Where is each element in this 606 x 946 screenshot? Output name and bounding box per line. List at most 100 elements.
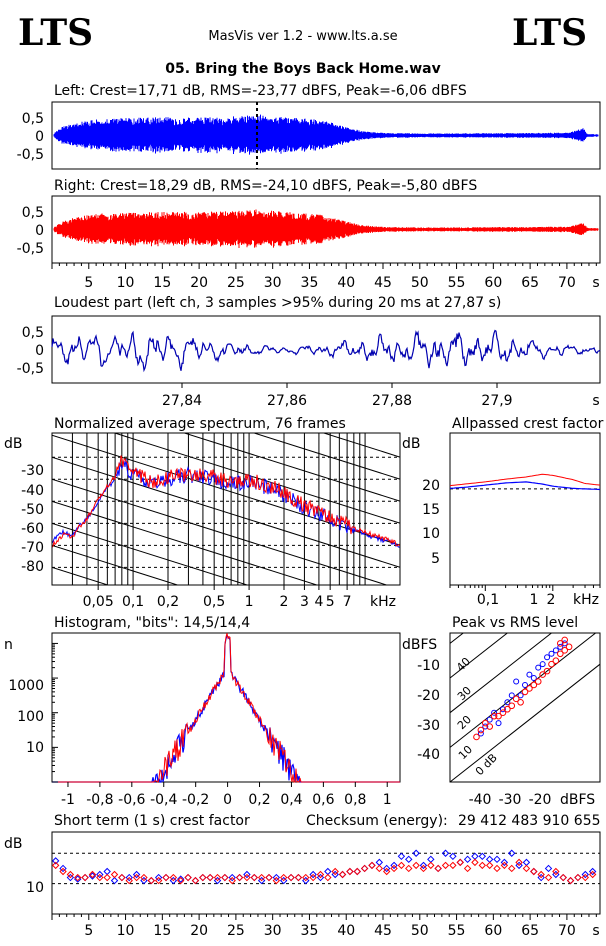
pr-ytick-0: -10 <box>417 658 440 674</box>
short-term-crest-panel: Short term (1 s) crest factor Checksum (… <box>4 813 601 939</box>
st-left-point <box>581 870 589 879</box>
st-left-point <box>485 855 494 864</box>
pr-xtick-2: -20 <box>529 792 552 808</box>
hist-xtick-label: 0,8 <box>344 792 366 808</box>
short-term-frame <box>51 831 601 915</box>
hist-ytick-2: 10 <box>26 740 44 756</box>
pr-right-point <box>561 636 569 644</box>
time-label: 20 <box>190 923 208 939</box>
spec-xtick-label: 2 <box>280 594 289 610</box>
pr-left-point <box>477 730 484 737</box>
st-right-point <box>221 873 229 882</box>
allpassed-xticks <box>449 585 601 591</box>
st-right-point <box>96 873 104 882</box>
st-left-point <box>302 876 310 885</box>
hist-xtick-label: -1 <box>61 792 75 808</box>
loudest-part-title: Loudest part (left ch, 3 samples >95% du… <box>54 295 501 311</box>
peak-rms-points <box>473 636 573 741</box>
left-waveform-frame <box>51 101 601 170</box>
spec-xtick-label: 0,1 <box>122 594 144 610</box>
pr-right-point <box>548 660 555 668</box>
time-label: 70 <box>558 275 576 291</box>
st-right-point <box>88 870 97 879</box>
histogram-panel: Histogram, "bits": 14,5/14,4 n 1000 100 … <box>4 615 401 808</box>
time-label: 50 <box>411 923 429 939</box>
hist-xtick-label: -0,6 <box>118 792 145 808</box>
time-label: 50 <box>411 275 429 291</box>
left-ytick-2: -0,5 <box>17 147 44 163</box>
st-left-point <box>309 870 317 879</box>
time-label: 65 <box>521 275 539 291</box>
st-left-point <box>508 849 516 857</box>
st-right-point <box>456 858 464 867</box>
loud-xtick-3: 27,9 <box>481 393 512 409</box>
pr-right-point <box>526 685 533 692</box>
st-left-point <box>471 852 479 861</box>
spec-ytick-1: -40 <box>21 483 44 499</box>
st-left-point <box>522 858 531 867</box>
spectrum-slope-line <box>322 433 400 458</box>
peak-rms-xticks: -40 -30 -20 dBFS <box>469 792 596 808</box>
hist-xtick-label: -0,4 <box>150 792 177 808</box>
histogram-title: Histogram, "bits": 14,5/14,4 <box>54 615 250 631</box>
pr-left-point <box>548 650 555 657</box>
loud-xtick-1: 27,86 <box>267 393 307 409</box>
pr-diag-label-30: 30 <box>455 684 474 703</box>
st-right-point <box>162 873 170 882</box>
st-left-point <box>184 873 192 882</box>
time-label: 35 <box>301 923 319 939</box>
pr-left-point <box>530 675 537 682</box>
st-right-point <box>412 861 420 870</box>
st-left-point <box>412 849 420 857</box>
st-right-point <box>360 864 369 873</box>
right-waveform-frame <box>51 195 601 264</box>
pr-left-point <box>544 654 551 661</box>
left-waveform-trace <box>53 114 599 155</box>
ap-xtick-1: 1 <box>530 592 539 608</box>
pr-right-point <box>504 705 511 713</box>
file-title: 05. Bring the Boys Back Home.wav <box>165 61 440 77</box>
time-label: s <box>592 275 599 291</box>
left-waveform-title: Left: Crest=17,71 dB, RMS=-23,77 dBFS, P… <box>54 83 467 99</box>
st-right-point <box>493 864 501 873</box>
st-right-point <box>51 861 60 870</box>
st-left-point <box>235 873 244 882</box>
st-right-point <box>552 867 560 876</box>
st-left-point <box>500 858 509 867</box>
time-label: 65 <box>521 923 539 939</box>
st-left-point <box>456 858 464 867</box>
st-right-point <box>147 876 156 885</box>
pr-right-point <box>508 702 516 710</box>
st-right-point <box>177 876 185 885</box>
spec-ytick-3: -60 <box>21 521 44 537</box>
allpassed-crest-panel: Allpassed crest factor dB 20 15 10 5 0,1… <box>402 416 604 608</box>
pr-left-point <box>482 723 489 730</box>
spec-ytick-5: -80 <box>21 559 44 575</box>
right-ytick-1: 0 <box>35 223 44 239</box>
st-right-point <box>522 864 531 873</box>
time-label: 25 <box>227 923 245 939</box>
hist-xtick-label: 0,6 <box>312 792 334 808</box>
st-left-point <box>515 861 523 870</box>
time-label: 20 <box>190 275 208 291</box>
st-left-point <box>390 861 398 870</box>
st-left-point <box>66 873 75 882</box>
hist-xtick-label: 0,2 <box>248 792 270 808</box>
st-left-point <box>434 864 442 873</box>
st-right-point <box>235 873 244 882</box>
st-right-point <box>257 873 266 882</box>
st-right-point <box>287 873 295 882</box>
pr-diag-label-10: 10 <box>456 743 475 762</box>
hist-xtick-label: 0,4 <box>280 792 302 808</box>
hist-xtick-label: -0,8 <box>86 792 113 808</box>
pr-xtick-0: -40 <box>469 792 492 808</box>
st-left-point <box>257 876 266 885</box>
histogram-ylabel: n <box>4 637 13 653</box>
st-right-point <box>405 864 413 873</box>
short-term-time-ticks: 5 10 15 20 25 30 35 40 45 50 55 60 65 70 s <box>51 914 600 939</box>
pr-right-point <box>512 695 520 703</box>
pr-diag-label-40: 40 <box>454 655 473 674</box>
pr-ytick-1: -20 <box>417 688 440 704</box>
loud-ytick-0: 0,5 <box>22 325 44 341</box>
